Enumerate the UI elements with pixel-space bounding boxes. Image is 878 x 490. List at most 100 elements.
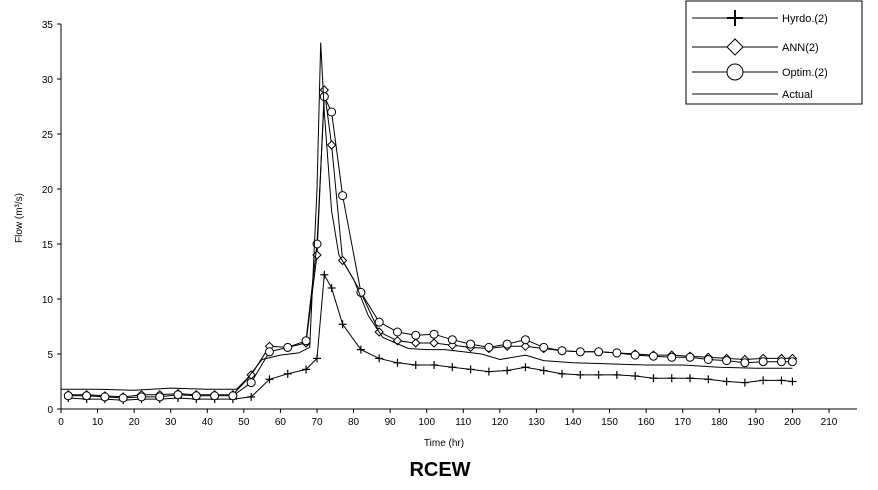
circle-marker bbox=[594, 347, 604, 357]
circle-marker bbox=[136, 392, 146, 402]
plus-marker bbox=[704, 375, 713, 384]
plus-marker bbox=[356, 345, 365, 354]
circle-marker bbox=[338, 191, 348, 201]
circle-marker bbox=[447, 335, 457, 345]
circle-marker bbox=[648, 351, 658, 361]
circle-marker bbox=[703, 355, 713, 364]
circle-marker bbox=[411, 330, 421, 340]
plus-marker bbox=[576, 370, 585, 379]
x-tick-label: 100 bbox=[418, 417, 435, 428]
x-tick-label: 20 bbox=[129, 417, 141, 428]
plus-marker bbox=[313, 354, 321, 363]
circle-marker bbox=[100, 392, 110, 402]
circle-marker bbox=[301, 336, 311, 346]
plus-marker bbox=[594, 370, 603, 379]
y-tick-label: 30 bbox=[42, 75, 54, 86]
x-tick-label: 180 bbox=[711, 417, 728, 428]
plus-marker bbox=[283, 369, 292, 378]
x-tick-label: 150 bbox=[601, 417, 618, 428]
circle-marker bbox=[283, 342, 293, 352]
plus-marker bbox=[649, 374, 658, 383]
plus-marker bbox=[631, 372, 640, 380]
x-axis-label: Time (hr) bbox=[424, 438, 464, 449]
diamond-marker bbox=[726, 38, 744, 56]
plus-marker bbox=[265, 375, 274, 384]
y-tick-label: 10 bbox=[42, 295, 54, 306]
circle-marker bbox=[191, 391, 201, 401]
plus-marker bbox=[777, 376, 786, 385]
x-tick-label: 200 bbox=[784, 417, 801, 428]
circle-marker bbox=[758, 357, 768, 367]
plus-marker bbox=[448, 363, 457, 372]
circle-marker bbox=[776, 357, 786, 367]
circle-marker bbox=[319, 92, 329, 102]
series-2 bbox=[63, 92, 797, 403]
plus-marker bbox=[503, 366, 512, 375]
y-tick-label: 25 bbox=[42, 130, 54, 141]
x-tick-label: 10 bbox=[92, 417, 104, 428]
plus-marker bbox=[466, 365, 475, 374]
plus-marker bbox=[327, 284, 336, 292]
plus-marker bbox=[338, 320, 347, 329]
circle-marker bbox=[429, 329, 439, 339]
circle-marker bbox=[612, 348, 622, 358]
plus-marker bbox=[759, 376, 768, 385]
circle-marker bbox=[374, 317, 384, 327]
y-tick-label: 35 bbox=[42, 20, 54, 31]
circle-marker bbox=[466, 339, 476, 349]
circle-marker bbox=[787, 357, 797, 367]
legend-label: ANN(2) bbox=[782, 42, 819, 54]
plus-marker bbox=[302, 365, 311, 374]
series-line bbox=[68, 96, 793, 399]
diamond-marker bbox=[429, 338, 439, 348]
x-tick-label: 130 bbox=[528, 417, 545, 428]
legend-label: Hyrdo.(2) bbox=[782, 13, 828, 25]
x-tick-label: 160 bbox=[638, 417, 655, 428]
circle-marker bbox=[740, 358, 750, 368]
series-0 bbox=[64, 270, 797, 405]
plus-marker bbox=[740, 378, 749, 387]
x-tick-label: 140 bbox=[565, 417, 582, 428]
y-axis-label: Flow (m³/s) bbox=[14, 193, 25, 243]
x-tick-label: 110 bbox=[455, 417, 471, 428]
series-layer bbox=[61, 42, 798, 405]
plus-marker bbox=[375, 354, 384, 363]
plus-marker bbox=[558, 369, 567, 378]
plus-marker bbox=[612, 370, 621, 379]
chart-axes: 0 5 10 15 20 25 30 35 0 10 20 30 40 50 60 70 80 90 100 110 1… bbox=[42, 20, 857, 428]
series-line bbox=[61, 42, 793, 391]
y-tick-label: 15 bbox=[42, 240, 54, 251]
x-tick-label: 70 bbox=[311, 417, 323, 428]
plus-marker bbox=[788, 377, 797, 386]
circle-marker bbox=[520, 335, 530, 345]
legend-label: Optim.(2) bbox=[782, 67, 828, 79]
y-tick-label: 20 bbox=[42, 185, 54, 196]
diamond-marker bbox=[520, 341, 531, 352]
plus-marker bbox=[411, 361, 420, 369]
plus-marker bbox=[484, 367, 493, 376]
circle-marker bbox=[726, 63, 744, 81]
circle-marker bbox=[63, 391, 73, 401]
series-1 bbox=[63, 85, 798, 402]
plus-marker bbox=[430, 361, 439, 369]
x-tick-label: 0 bbox=[58, 417, 64, 428]
plus-marker bbox=[247, 392, 256, 401]
x-tick-label: 170 bbox=[674, 417, 691, 428]
plus-marker bbox=[320, 270, 329, 279]
circle-marker bbox=[118, 393, 128, 403]
legend-box bbox=[685, 0, 863, 105]
x-tick-label: 190 bbox=[748, 417, 765, 428]
diamond-marker bbox=[326, 140, 337, 150]
circle-marker bbox=[484, 342, 494, 352]
x-tick-label: 50 bbox=[238, 417, 250, 428]
x-tick-label: 60 bbox=[275, 417, 287, 428]
circle-marker bbox=[155, 392, 165, 402]
circle-marker bbox=[392, 327, 402, 337]
plus-marker bbox=[539, 366, 548, 375]
circle-marker bbox=[327, 107, 337, 117]
circle-marker bbox=[228, 391, 238, 401]
y-tick-label: 0 bbox=[47, 405, 53, 416]
circle-marker bbox=[575, 347, 585, 357]
x-tick-label: 120 bbox=[492, 417, 509, 428]
